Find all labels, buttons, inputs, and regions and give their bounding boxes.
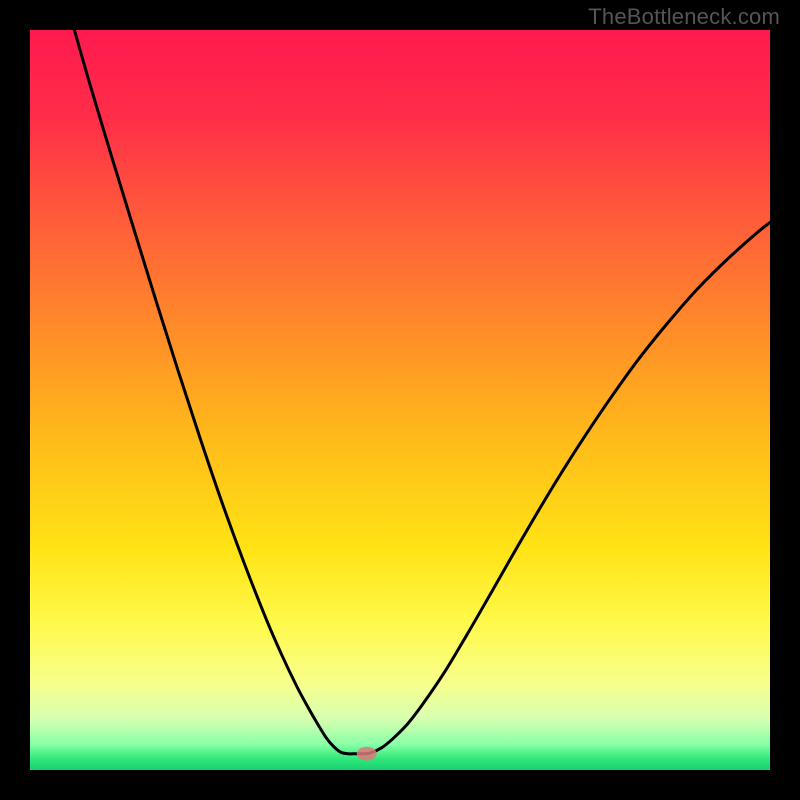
bottleneck-curve [30, 30, 770, 770]
chart-frame: TheBottleneck.com [0, 0, 800, 800]
valley-marker [357, 747, 377, 761]
plot-area [30, 30, 770, 770]
watermark-text: TheBottleneck.com [588, 4, 780, 30]
